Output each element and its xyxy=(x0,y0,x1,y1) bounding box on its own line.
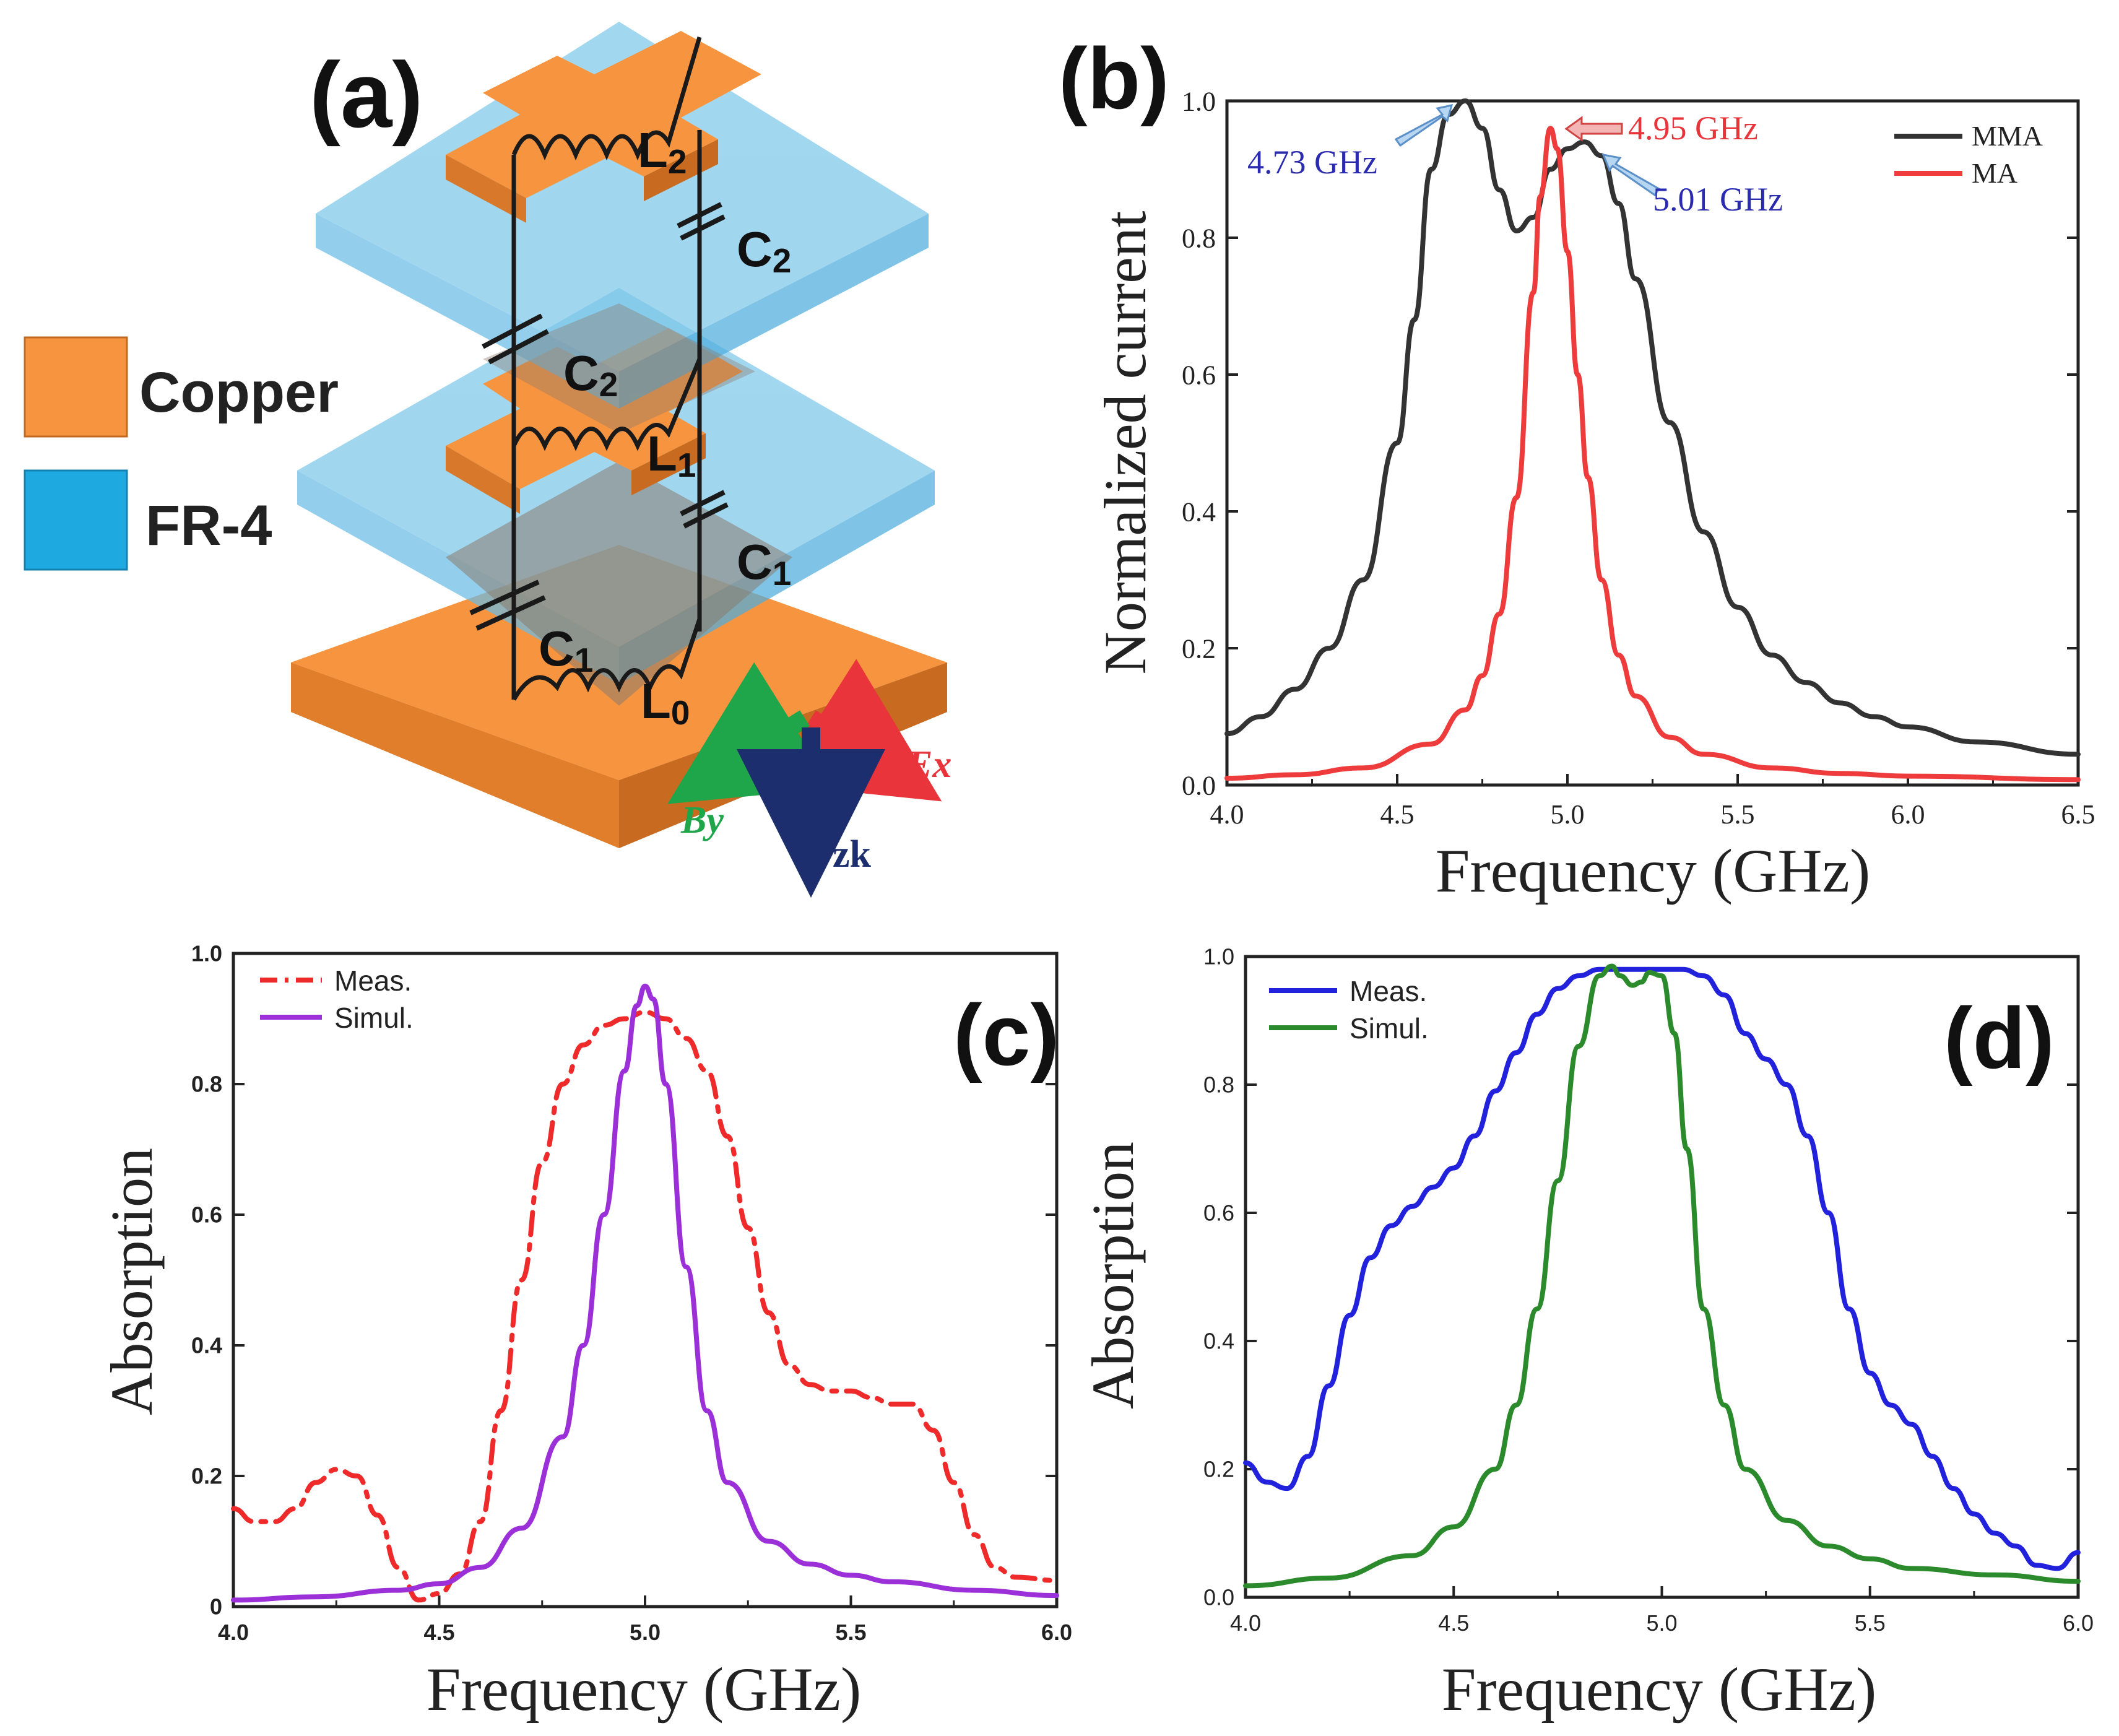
panel-b-annotations: 4.73 GHz 4.95 GHz 5.01 GHz xyxy=(1247,104,1783,218)
panel-b-label: (b) xyxy=(1059,30,1169,127)
annot-arrow-473 xyxy=(1394,104,1454,147)
legend-copper-swatch xyxy=(24,336,128,438)
panel-b-xlabel: Frequency (GHz) xyxy=(1436,836,1871,905)
panel-b-ytick-label: 0.0 xyxy=(1182,770,1216,801)
e-field-label: Ex xyxy=(906,744,951,786)
panel-b-xtick-label: 4.5 xyxy=(1380,799,1415,830)
panel-d-ytick-label: 0.0 xyxy=(1203,1585,1234,1610)
panel-d-ticks: 4.0 4.5 5.0 5.5 6.0 0.0 0.2 0.4 0.6 0.8 1.0 xyxy=(1203,944,2094,1636)
label-L1: L1 xyxy=(647,426,696,484)
panel-d-xlabel: Frequency (GHz) xyxy=(1442,1655,1877,1724)
panel-d-ylabel: Absorption xyxy=(1080,1142,1146,1409)
legend-c-meas-label: Meas. xyxy=(334,965,412,997)
panel-b-ytick-label: 0.6 xyxy=(1182,360,1216,390)
panel-d-xtick-label: 5.5 xyxy=(1855,1610,1886,1636)
panel-c-xtick-label: 5.5 xyxy=(835,1620,866,1645)
panel-d-ytick-label: 0.2 xyxy=(1203,1457,1234,1482)
label-C1-bottom: C1 xyxy=(539,621,593,679)
panel-c-ytick-label: 0.4 xyxy=(191,1333,222,1358)
panel-c-ticks: 4.0 4.5 5.0 5.5 6.0 0 0.2 0.4 0.6 0.8 1.0 xyxy=(191,941,1072,1645)
panel-d-ytick-label: 0.8 xyxy=(1203,1072,1234,1098)
panel-c-ytick-label: 0.6 xyxy=(191,1202,222,1228)
panel-c-chart: 4.0 4.5 5.0 5.5 6.0 0 0.2 0.4 0.6 0.8 1.0 (c) Freq… xyxy=(98,941,1072,1724)
panel-b-ticks: 4.0 4.5 5.0 5.5 6.0 6.5 0.0 0.2 0.4 0.6 0.8 1.0 xyxy=(1182,86,2095,830)
legend-copper-label: Copper xyxy=(139,361,339,424)
panel-d-series-simul-line xyxy=(1243,963,2081,1589)
shadow-lower xyxy=(446,461,792,706)
panel-b-xtick-label: 5.5 xyxy=(1721,799,1755,830)
panel-a-diagram: (a) Copper FR-4 xyxy=(24,22,951,898)
legend-fr4-label: FR-4 xyxy=(145,494,272,557)
panel-b-xtick-label: 6.0 xyxy=(1891,799,1925,830)
annot-501: 5.01 GHz xyxy=(1653,181,1783,218)
panel-d-xtick-label: 4.0 xyxy=(1230,1610,1261,1636)
panel-b-ytick-label: 0.8 xyxy=(1182,223,1216,253)
panel-c-xtick-label: 6.0 xyxy=(1041,1620,1072,1645)
legend-ma-label: MA xyxy=(1972,157,2017,189)
panel-b-series-ma-line xyxy=(1224,126,2081,783)
shadow-upper xyxy=(483,303,755,433)
panel-d-ytick-label: 1.0 xyxy=(1203,944,1234,970)
copper-top-cross xyxy=(446,31,761,223)
legend-d-simul-label: Simul. xyxy=(1350,1012,1429,1044)
label-C2-top: C2 xyxy=(737,222,791,280)
panel-b-ytick-label: 1.0 xyxy=(1182,86,1216,116)
panel-c-series-simul-line xyxy=(231,983,1059,1603)
k-vector-label: zk xyxy=(833,833,872,875)
panel-b-xtick-label: 5.0 xyxy=(1551,799,1585,830)
fr4-upper-slab xyxy=(316,22,929,409)
panel-c-series-meas-line xyxy=(231,1009,1059,1603)
panel-c-label: (c) xyxy=(953,986,1059,1083)
panel-a-label: (a) xyxy=(310,43,423,147)
legend-mma-label: MMA xyxy=(1972,120,2043,152)
panel-d-series xyxy=(1243,963,2081,1589)
panel-c-series xyxy=(231,983,1059,1603)
panel-d-chart: 4.0 4.5 5.0 5.5 6.0 0.0 0.2 0.4 0.6 0.8 1.0 (d) Fr… xyxy=(1080,944,2094,1724)
legend-d-meas-label: Meas. xyxy=(1350,975,1427,1007)
panel-d-xtick-label: 4.5 xyxy=(1438,1610,1469,1636)
component-labels: L2 C2 C2 L1 C1 C1 L0 xyxy=(539,123,791,732)
panel-d-xtick-label: 5.0 xyxy=(1646,1610,1677,1636)
field-axes: Ex By zk xyxy=(667,659,951,898)
label-L2: L2 xyxy=(638,123,687,181)
panel-d-label: (d) xyxy=(1944,989,2055,1087)
panel-b-series xyxy=(1224,98,2081,783)
panel-b-xtick-label: 4.0 xyxy=(1210,799,1244,830)
panel-c-frame xyxy=(232,952,1059,1608)
panel-c-xtick-label: 5.0 xyxy=(630,1620,661,1645)
legend-fr4-swatch xyxy=(24,469,128,571)
panel-c-xtick-label: 4.5 xyxy=(423,1620,454,1645)
annot-arrow-495 xyxy=(1564,116,1623,142)
panel-d-series-meas-line xyxy=(1243,966,2081,1571)
panel-d-ytick-label: 0.6 xyxy=(1203,1200,1234,1226)
label-C2-mid: C2 xyxy=(563,345,618,404)
annot-arrow-501 xyxy=(1601,154,1661,197)
legend-c-simul-label: Simul. xyxy=(334,1002,414,1034)
panel-c-xtick-label: 4.0 xyxy=(218,1620,249,1645)
panel-c-xlabel: Frequency (GHz) xyxy=(427,1655,862,1724)
panel-b-ylabel: Normalized current xyxy=(1092,210,1158,674)
annot-495: 4.95 GHz xyxy=(1628,110,1758,147)
label-C1-right: C1 xyxy=(737,534,791,592)
annot-473: 4.73 GHz xyxy=(1247,144,1377,181)
panel-c-ytick-label: 1.0 xyxy=(191,941,222,966)
b-field-label: By xyxy=(680,799,724,841)
panel-b-chart: (b) 4.0 4.5 5.0 5.5 6.0 6.5 0.0 0.2 0.4 0.6 0.8 1.0… xyxy=(1059,30,2095,905)
panel-c-ytick-label: 0.8 xyxy=(191,1072,222,1097)
panel-c-ylabel: Absorption xyxy=(98,1148,165,1415)
panel-c-ytick-label: 0.2 xyxy=(191,1464,222,1489)
capacitor-symbols xyxy=(469,202,729,631)
panel-b-xtick-label: 6.5 xyxy=(2061,799,2095,830)
panel-c-ytick-label: 0 xyxy=(210,1594,222,1620)
panel-d-ytick-label: 0.4 xyxy=(1203,1329,1234,1354)
panel-b-ytick-label: 0.2 xyxy=(1182,633,1216,664)
panel-b-ytick-label: 0.4 xyxy=(1182,497,1216,527)
panel-d-xtick-label: 6.0 xyxy=(2063,1610,2094,1636)
